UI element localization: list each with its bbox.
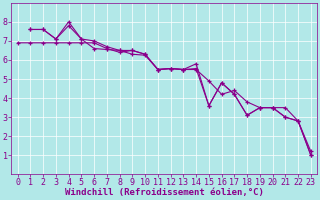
X-axis label: Windchill (Refroidissement éolien,°C): Windchill (Refroidissement éolien,°C) xyxy=(65,188,264,197)
